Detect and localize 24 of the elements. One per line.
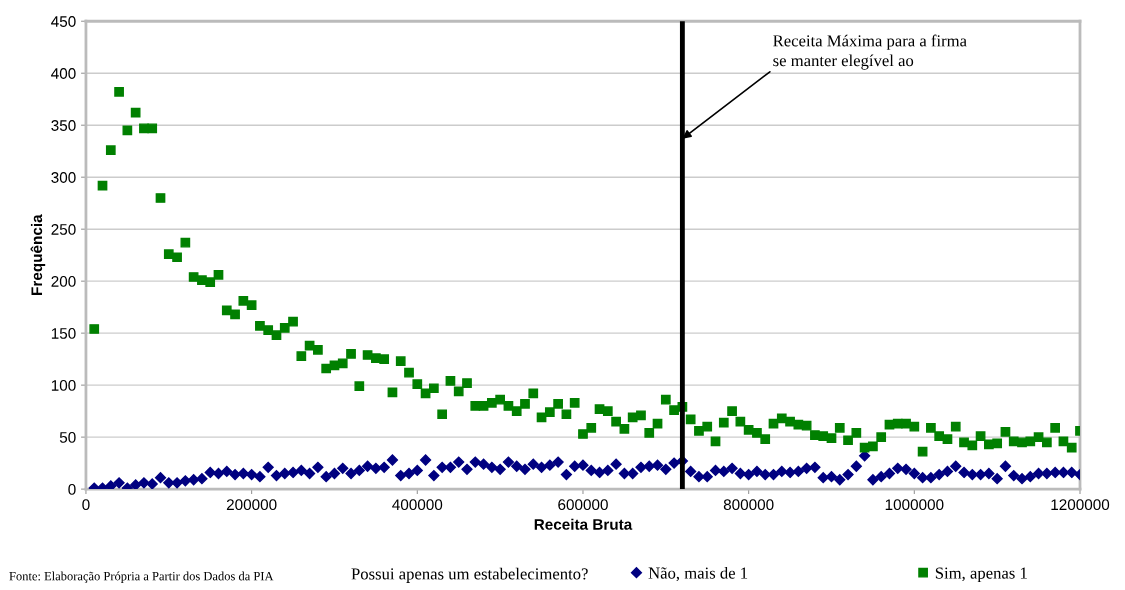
y-axis-title: Frequência — [30, 214, 46, 295]
x-tick-label: 1000000 — [885, 499, 944, 511]
y-tick-label: 250 — [51, 224, 76, 235]
legend-label: Não, mais de 1 — [648, 566, 748, 582]
y-tick-label: 200 — [51, 276, 76, 287]
y-tick-label: 450 — [51, 16, 76, 27]
y-tick-label: 350 — [51, 120, 76, 131]
annotation: Receita Máxima para a firma se manter elegível ao — [773, 34, 967, 70]
x-tick-label: 600000 — [558, 499, 608, 511]
x-tick-label: 1200000 — [1051, 499, 1110, 511]
x-tick-label: 0 — [82, 499, 90, 511]
x-axis-title: Receita Bruta — [534, 518, 633, 530]
source-note: Fonte: Elaboração Própria a Partir dos Dados da PIA — [9, 571, 274, 583]
x-tick-label: 400000 — [392, 499, 443, 511]
x-tick-label: 800000 — [723, 499, 774, 511]
y-tick-label: 150 — [51, 328, 76, 339]
legend-label: Sim, apenas 1 — [935, 567, 1027, 583]
y-tick-label: 100 — [51, 380, 76, 391]
legend-title: Possui apenas um estabelecimento? — [351, 567, 588, 583]
y-tick-label: 300 — [51, 172, 76, 183]
y-tick-label: 400 — [51, 68, 76, 79]
x-tick-label: 200000 — [226, 499, 277, 511]
y-tick-label: 50 — [59, 431, 76, 443]
y-tick-label: 0 — [68, 483, 76, 495]
